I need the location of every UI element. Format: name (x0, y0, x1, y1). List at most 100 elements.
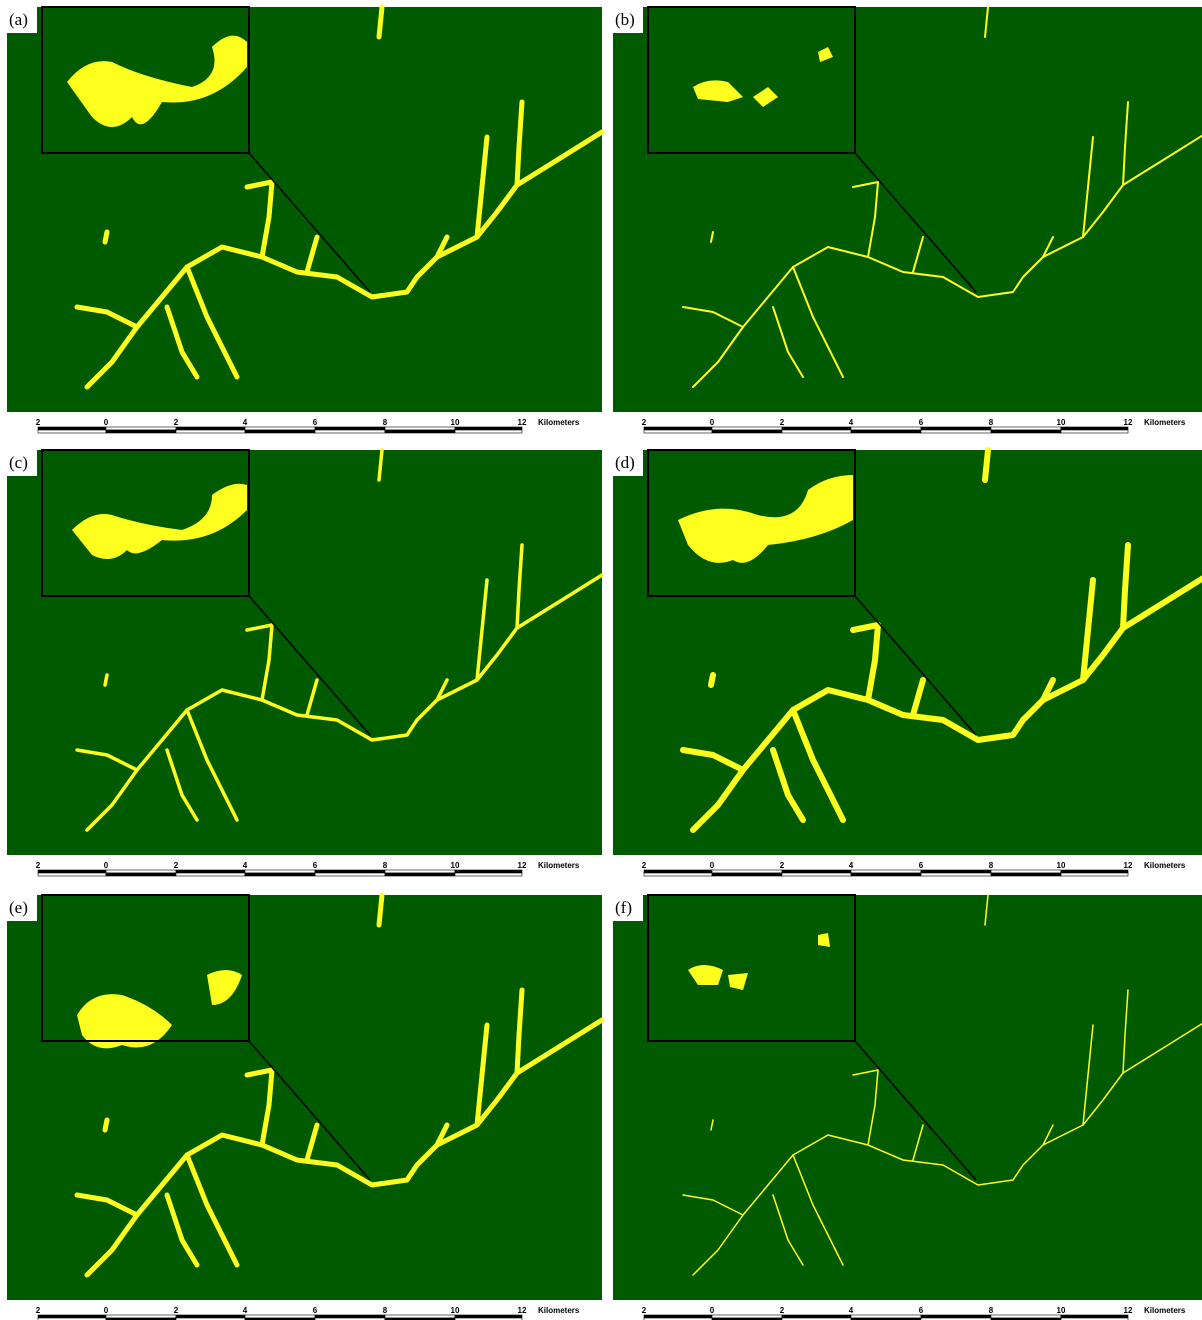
scale-segment (315, 873, 385, 876)
scale-tick-label: 12 (518, 1306, 527, 1315)
scale-segment (991, 1315, 1061, 1318)
scale-segment (245, 870, 315, 873)
scale-tick-label: 6 (313, 1306, 318, 1315)
scale-tick-label: 10 (451, 418, 460, 427)
scale-segment (1061, 430, 1128, 433)
scale-tick-label: 8 (989, 1306, 994, 1315)
scale-segment (851, 1315, 921, 1318)
scale-tick-label: 0 (710, 418, 715, 427)
scale-segment (851, 427, 921, 430)
scale-segment (38, 870, 106, 873)
scale-segment (106, 870, 176, 873)
scale-tick-label: 8 (383, 418, 388, 427)
panel-label: (f) (615, 898, 632, 917)
scale-tick-label: 12 (1124, 861, 1133, 870)
scale-segment (644, 1315, 712, 1318)
scale-segment (644, 430, 712, 433)
panel-label: (b) (615, 10, 635, 29)
scale-tick-label: 2 (780, 418, 785, 427)
scale-segment (782, 870, 851, 873)
scale-tick-label: 8 (989, 418, 994, 427)
scale-segment (712, 873, 782, 876)
scale-segment (851, 870, 921, 873)
scale-segment (644, 873, 712, 876)
scale-segment (1061, 427, 1128, 430)
scale-segment (851, 873, 921, 876)
scale-tick-label: 2 (36, 418, 41, 427)
panel-label: (c) (9, 453, 28, 472)
scale-tick-label: 10 (1057, 1306, 1066, 1315)
inset-background (648, 7, 855, 153)
scale-tick-label: 6 (919, 861, 924, 870)
scale-tick-label: 12 (518, 861, 527, 870)
scale-segment (245, 430, 315, 433)
panel-label: (a) (9, 10, 28, 29)
scale-segment (385, 430, 455, 433)
map-panel: (d)2024681012Kilometers (613, 450, 1202, 876)
scale-segment (38, 430, 106, 433)
scale-segment (38, 427, 106, 430)
scale-segment (315, 430, 385, 433)
scale-tick-label: 2 (780, 1306, 785, 1315)
scale-tick-label: 2 (642, 1306, 647, 1315)
scale-tick-label: 2 (36, 861, 41, 870)
scale-unit: Kilometers (1144, 1306, 1186, 1315)
inset (648, 895, 855, 1041)
scale-segment (315, 427, 385, 430)
inset (42, 7, 249, 153)
scale-segment (921, 427, 991, 430)
scale-segment (712, 427, 782, 430)
scale-segment (782, 427, 851, 430)
scale-tick-label: 10 (451, 861, 460, 870)
scale-tick-label: 12 (1124, 418, 1133, 427)
scale-segment (245, 427, 315, 430)
inset (42, 450, 249, 596)
scale-segment (644, 427, 712, 430)
scale-segment (1061, 1315, 1128, 1318)
scale-tick-label: 0 (104, 1306, 109, 1315)
map-panel: (c)2024681012Kilometers (7, 450, 602, 876)
scale-segment (106, 1315, 176, 1318)
scale-segment (38, 873, 106, 876)
scale-segment (245, 873, 315, 876)
scale-segment (782, 430, 851, 433)
inset-background (648, 895, 855, 1041)
scale-unit: Kilometers (538, 418, 580, 427)
scale-tick-label: 2 (174, 1306, 179, 1315)
scale-segment (991, 873, 1061, 876)
scale-segment (921, 873, 991, 876)
inset (42, 895, 249, 1048)
scale-segment (1061, 870, 1128, 873)
scale-segment (455, 430, 522, 433)
scale-tick-label: 0 (104, 418, 109, 427)
inset (648, 450, 855, 596)
scale-segment (455, 873, 522, 876)
scale-segment (782, 873, 851, 876)
scale-segment (991, 870, 1061, 873)
scale-segment (385, 427, 455, 430)
scale-segment (106, 430, 176, 433)
scale-segment (921, 430, 991, 433)
scale-segment (644, 870, 712, 873)
scale-tick-label: 4 (849, 1306, 854, 1315)
scale-segment (315, 870, 385, 873)
scale-segment (782, 1315, 851, 1318)
scale-tick-label: 6 (313, 418, 318, 427)
scale-segment (385, 873, 455, 876)
scale-segment (385, 1315, 455, 1318)
river-network (379, 7, 382, 37)
scale-segment (176, 427, 245, 430)
river-network (985, 450, 988, 480)
scale-segment (921, 1315, 991, 1318)
scale-segment (991, 430, 1061, 433)
scale-tick-label: 12 (1124, 1306, 1133, 1315)
scale-tick-label: 10 (451, 1306, 460, 1315)
scale-tick-label: 10 (1057, 861, 1066, 870)
scale-tick-label: 2 (36, 1306, 41, 1315)
scale-tick-label: 0 (710, 861, 715, 870)
scale-tick-label: 12 (518, 418, 527, 427)
figure: (a)2024681012Kilometers(b)2024681012Kilo… (0, 0, 1202, 1320)
river-network (105, 232, 107, 242)
scale-unit: Kilometers (1144, 861, 1186, 870)
